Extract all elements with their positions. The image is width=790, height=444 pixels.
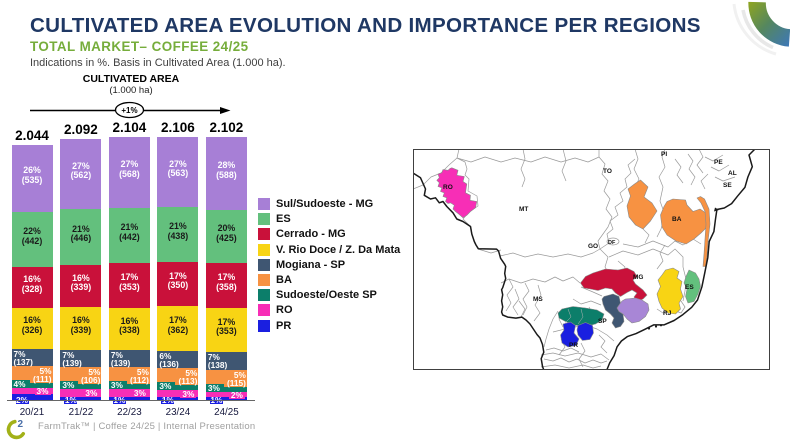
svg-text:PE: PE [714,159,723,166]
svg-text:ES: ES [685,284,694,291]
svg-text:SP: SP [598,318,607,325]
svg-text:PR: PR [569,342,578,349]
svg-text:RO: RO [443,184,453,191]
svg-text:TO: TO [603,168,612,175]
svg-text:+1%: +1% [121,106,137,115]
svg-text:MS: MS [533,296,543,303]
svg-text:AL: AL [728,170,737,177]
svg-text:BA: BA [672,216,682,223]
svg-text:RJ: RJ [663,310,672,317]
svg-text:GO: GO [588,243,598,250]
svg-text:DF: DF [608,240,616,246]
svg-text:PI: PI [661,151,667,158]
svg-text:SE: SE [723,182,732,189]
svg-text:MG: MG [633,274,643,281]
svg-text:MT: MT [519,206,528,213]
